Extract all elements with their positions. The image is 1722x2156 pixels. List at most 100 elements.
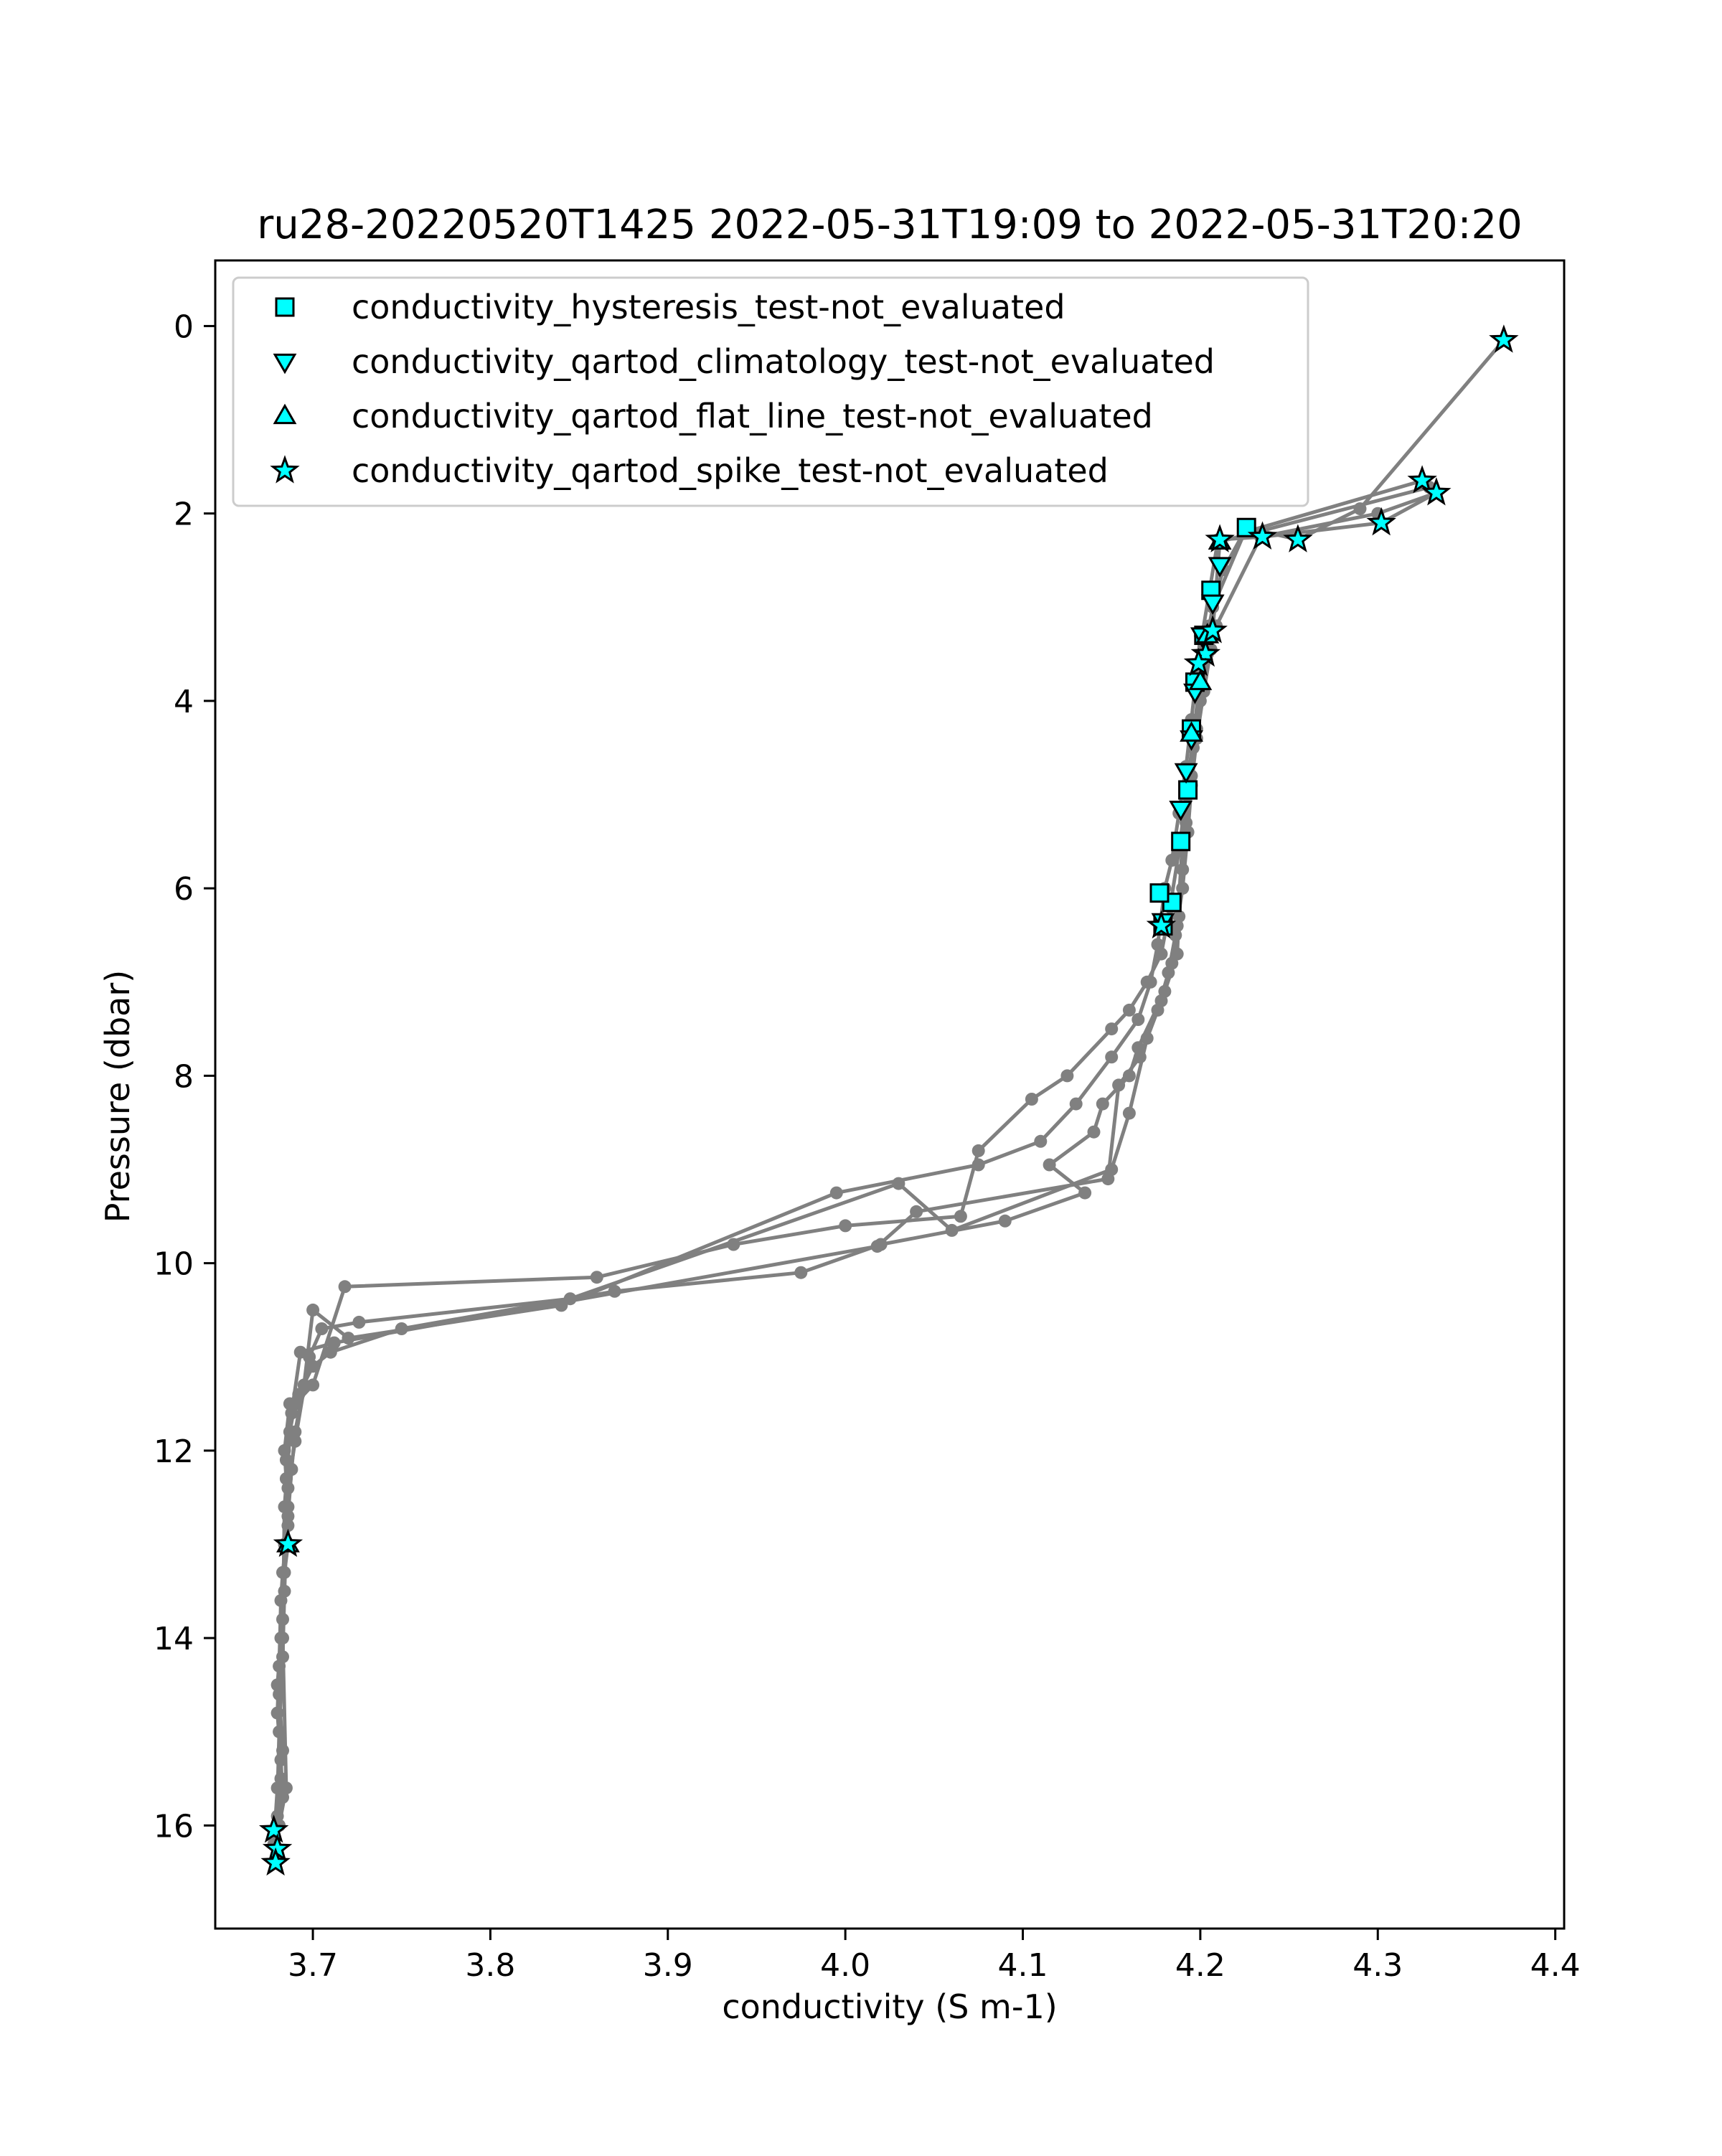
flag-marker-square — [1171, 832, 1191, 852]
legend-marker-triangle-down — [273, 353, 297, 375]
profile-dot — [1025, 1093, 1038, 1106]
flag-marker-square — [1149, 883, 1170, 903]
profile-3 — [270, 481, 1436, 1860]
profile-dot — [945, 1223, 959, 1237]
flag-marker-square — [1178, 780, 1198, 800]
flag-marker-triangle-down — [1174, 763, 1198, 784]
x-tick-label: 4.4 — [1530, 1947, 1581, 1984]
y-tick-label: 0 — [174, 309, 194, 345]
flag-marker-star — [1183, 647, 1214, 677]
profile-dot — [1151, 1003, 1165, 1017]
profile-dot — [1122, 1003, 1136, 1017]
y-tick-label: 6 — [174, 871, 194, 908]
flag-marker-star — [1247, 521, 1278, 550]
x-tick-label: 4.0 — [820, 1947, 870, 1984]
profile-dot — [1034, 1134, 1048, 1148]
legend-box — [232, 276, 1309, 507]
flag-marker-star — [1205, 524, 1235, 552]
x-axis-label: conductivity (S m-1) — [722, 1987, 1057, 2026]
profile-dot — [1096, 1097, 1109, 1111]
profile-dot — [839, 1219, 852, 1233]
profile-dot — [971, 1144, 985, 1157]
profile-1 — [267, 334, 1510, 1837]
legend-marker-triangle-up — [273, 403, 297, 425]
profile-dot — [1151, 938, 1165, 951]
profile-line — [276, 485, 1430, 1854]
profile-dot — [288, 1434, 302, 1448]
profile-dot — [285, 1406, 298, 1420]
plot-frame — [214, 259, 1566, 1930]
flag-marker-star — [1421, 477, 1452, 506]
x-tick-label: 3.7 — [288, 1947, 338, 1984]
profile-dot — [1105, 1050, 1119, 1064]
legend-item: conductivity_qartod_climatology_test-not… — [273, 342, 1215, 381]
profile-dot — [327, 1336, 341, 1350]
profile-dot — [352, 1315, 366, 1329]
y-tick-label: 12 — [154, 1434, 194, 1470]
flag-marker-star — [1407, 465, 1437, 494]
chart-title: ru28-20220520T1425 2022-05-31T19:09 to 2… — [257, 202, 1522, 248]
x-tick-label: 4.1 — [998, 1947, 1048, 1984]
y-tick-label: 4 — [174, 684, 194, 720]
profile-dot — [306, 1303, 320, 1317]
flag-series-4 — [258, 324, 1519, 1876]
profile-line — [273, 479, 1423, 1863]
y-tick-label: 16 — [154, 1808, 194, 1845]
flag-series-2 — [1151, 557, 1232, 934]
legend-marker-star — [270, 455, 300, 484]
profile-dot — [315, 1322, 329, 1335]
profile-5 — [273, 486, 1443, 1832]
profile-dot — [1112, 1078, 1126, 1092]
profile-line — [277, 491, 1437, 1826]
legend-marker-square — [275, 297, 295, 317]
profile-dot — [278, 1500, 291, 1514]
legend-label: conductivity_qartod_spike_test-not_evalu… — [352, 451, 1109, 490]
flag-series-3 — [276, 529, 1232, 1553]
flag-marker-star — [1283, 524, 1313, 552]
profile-line — [272, 339, 1505, 1831]
y-tick-label: 8 — [174, 1058, 194, 1095]
profile-dot — [1060, 1069, 1074, 1083]
profile-dot — [293, 1345, 307, 1359]
profile-dot — [276, 1632, 289, 1645]
flag-marker-star — [1198, 615, 1228, 644]
y-tick-label: 14 — [154, 1621, 194, 1657]
profile-dot — [910, 1205, 923, 1218]
legend-item: conductivity_qartod_spike_test-not_evalu… — [270, 451, 1109, 490]
profile-dot — [1069, 1097, 1083, 1111]
flag-marker-triangle-down — [1169, 801, 1193, 822]
profile-dot — [892, 1177, 905, 1190]
plot-area — [258, 324, 1519, 1876]
legend: conductivity_hysteresis_test-not_evaluat… — [232, 276, 1309, 507]
x-tick-label: 3.9 — [643, 1947, 693, 1984]
y-axis-label: Pressure (dbar) — [98, 970, 137, 1223]
flag-marker-triangle-up — [1180, 721, 1203, 742]
axes: 3.7 3.8 3.9 4.0 4.1 4.2 4.3 4.4 0 2 4 6 8 10 12 14 16 — [154, 259, 1581, 1984]
x-tick-label: 3.8 — [465, 1947, 515, 1984]
flag-marker-star — [1489, 324, 1519, 353]
profile-dot — [1162, 966, 1175, 979]
flag-marker-triangle-down — [1200, 594, 1225, 616]
profile-line — [272, 491, 1438, 1845]
x-tick-label: 4.2 — [1175, 1947, 1225, 1984]
profile-dot — [870, 1240, 884, 1253]
profile-dot — [998, 1214, 1012, 1228]
flag-marker-triangle-down — [1208, 557, 1232, 578]
profile-dot — [1165, 854, 1179, 867]
profile-4 — [269, 474, 1429, 1870]
legend-label: conductivity_qartod_climatology_test-not… — [352, 342, 1215, 381]
profile-dot — [590, 1271, 603, 1284]
legend-label: conductivity_hysteresis_test-not_evaluat… — [352, 288, 1065, 326]
legend-label: conductivity_qartod_flat_line_test-not_e… — [352, 397, 1153, 436]
flag-marker-square — [1236, 517, 1256, 537]
y-tick-label: 2 — [174, 496, 194, 533]
profile-dot — [954, 1210, 967, 1223]
profile-dot — [794, 1266, 808, 1279]
profile-dot — [1078, 1186, 1092, 1200]
profile-dot — [306, 1378, 320, 1392]
y-tick-label: 10 — [154, 1246, 194, 1283]
flag-marker-star — [273, 1528, 304, 1558]
profile-dot — [1087, 1125, 1101, 1139]
